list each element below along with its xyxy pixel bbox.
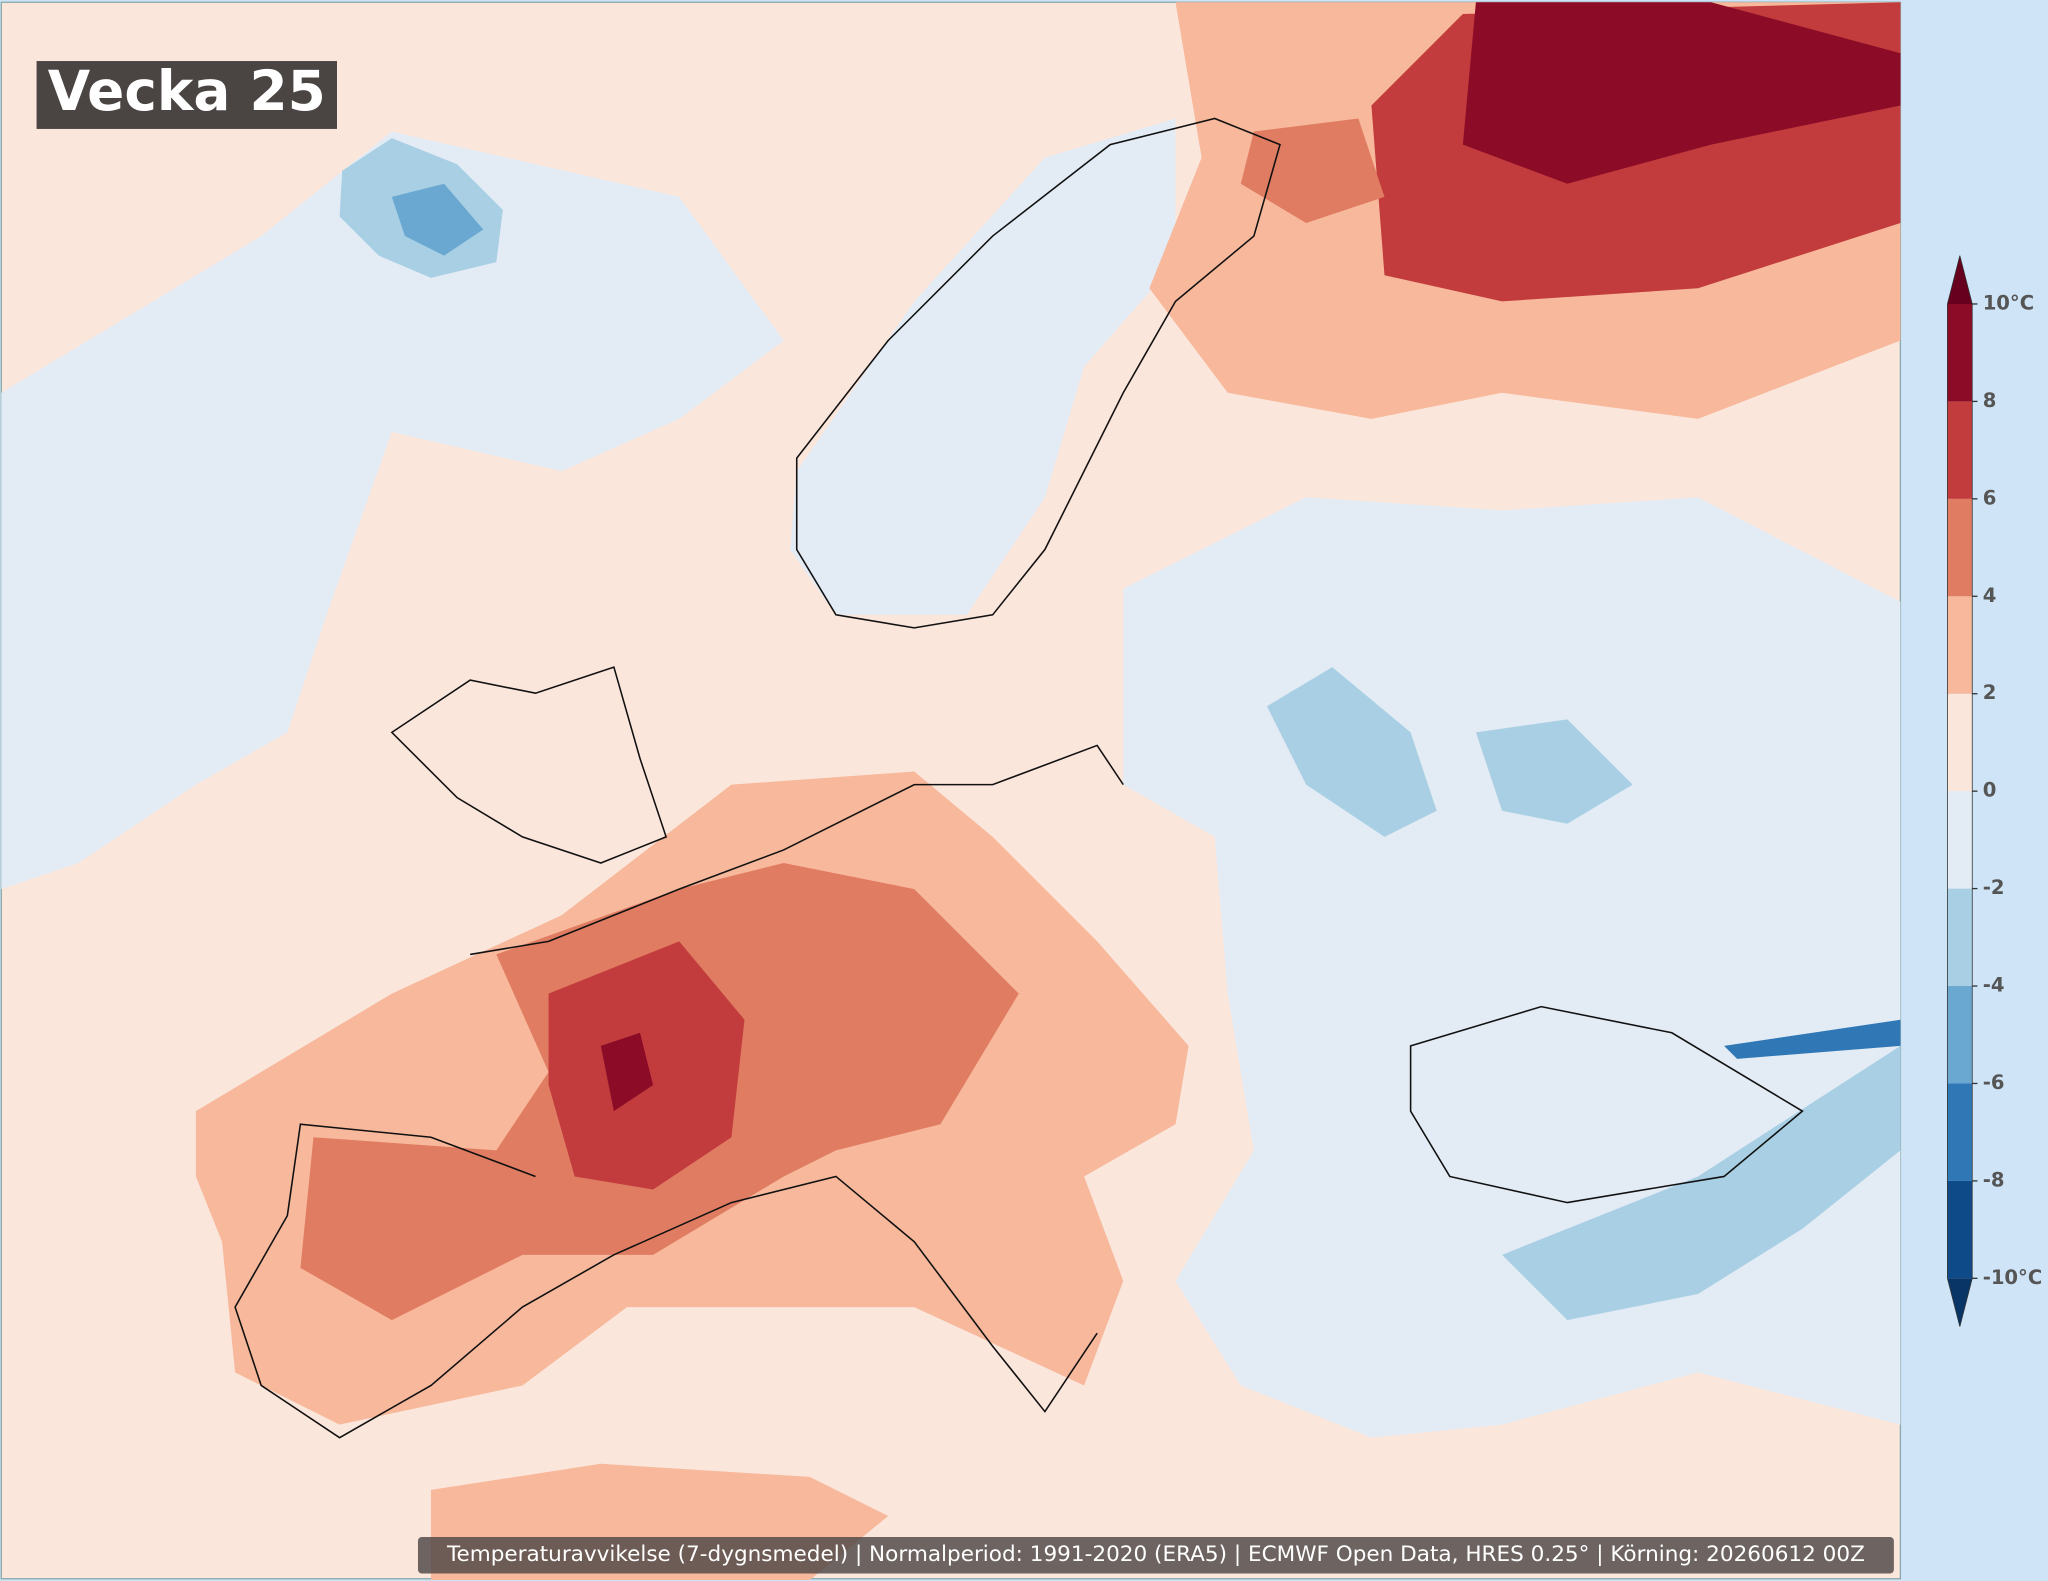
cool-core-russia [1475, 719, 1633, 824]
colorbar-bin [1947, 303, 1973, 402]
cool-area-atlantic [1, 131, 784, 890]
title-background [36, 61, 337, 129]
colorbar-under [1947, 1278, 1973, 1327]
colorbar-bin [1947, 693, 1973, 792]
colorbar-bin [1947, 498, 1973, 597]
colorbar-bin [1947, 401, 1973, 499]
colorbar-bin [1947, 888, 1973, 987]
colorbar-over [1947, 255, 1973, 304]
coastline-scandinavia [795, 117, 1281, 629]
iceland-anomaly-core [391, 183, 484, 256]
title-box: Vecka 25 [36, 59, 337, 129]
colorbar-tick-label: -2 [1983, 876, 2005, 899]
colorbar-tick-label: 2 [1983, 681, 1997, 704]
colorbar-bin [1947, 986, 1973, 1084]
caption-box: Temperaturavvikelse (7-dygnsmedel) | Nor… [417, 1536, 1894, 1574]
cool-core-caucasus [1724, 1019, 1901, 1059]
colorbar-bin [1947, 791, 1973, 889]
colorbar-bin [1947, 1083, 1973, 1181]
colorbar-tick-label: -6 [1983, 1071, 2005, 1094]
cool-core-belarus [1266, 667, 1437, 837]
map [0, 1, 1902, 1581]
colorbar-tick-label: 10°C [1983, 291, 2034, 314]
map-title: Vecka 25 [48, 59, 326, 123]
colorbar-tick-label: 4 [1983, 584, 1997, 607]
colorbar-bin [1947, 596, 1973, 694]
colorbar-tick-label: -10°C [1983, 1266, 2043, 1289]
colorbar-tick-label: -8 [1983, 1168, 2005, 1191]
cool-area-east [1123, 497, 1901, 1438]
caption: Temperaturavvikelse (7-dygnsmedel) | Nor… [446, 1542, 1865, 1567]
cool-core-turkey [1502, 1045, 1901, 1321]
colorbar-bin [1947, 1180, 1973, 1279]
coastline-black-sea [1409, 1005, 1804, 1204]
colorbar-tick-label: -4 [1983, 974, 2005, 997]
colorbar-tick-label: 6 [1983, 486, 1997, 509]
warm-core-kola [1240, 118, 1385, 223]
peak-core-france [600, 1032, 654, 1112]
colorbar-tick-label: 8 [1983, 389, 1997, 412]
coastline-britain [390, 666, 668, 864]
caption-background [417, 1536, 1894, 1574]
hot-core-northeast [1462, 2, 1901, 184]
cool-area-scandinavia [790, 118, 1176, 615]
colorbar: -10°C -8 -6 -4 -2 0 2 4 6 8 10°C [1947, 255, 2043, 1327]
coastline-continent [234, 744, 1124, 1439]
colorbar-tick-label: 0 [1983, 779, 1997, 802]
